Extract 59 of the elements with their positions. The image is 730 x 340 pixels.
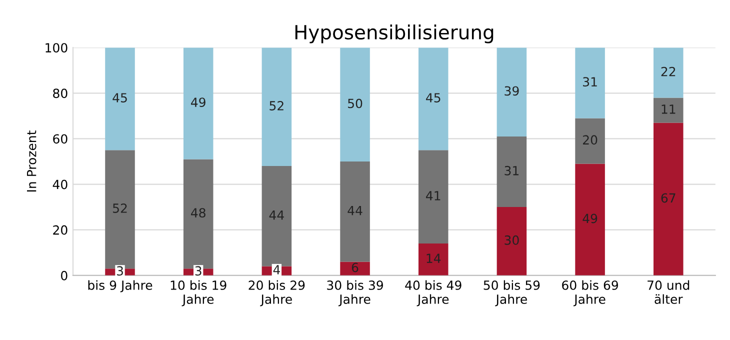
bar bbox=[496, 136, 527, 208]
data-label: 39 bbox=[504, 86, 519, 96]
bar bbox=[654, 122, 684, 276]
bar bbox=[183, 48, 214, 160]
bar bbox=[575, 48, 605, 118]
data-label: 44 bbox=[269, 210, 284, 220]
chart-title: Hyposensibilisierung bbox=[295, 24, 494, 44]
y-axis-title: In Prozent bbox=[27, 130, 36, 192]
data-label: 41 bbox=[426, 191, 440, 200]
bar bbox=[340, 162, 370, 262]
data-label: 52 bbox=[270, 101, 284, 110]
bar bbox=[418, 48, 448, 150]
bar bbox=[262, 48, 292, 166]
bar bbox=[105, 48, 135, 150]
y-tick-label: 60 bbox=[53, 134, 68, 144]
y-tick-label: 80 bbox=[53, 88, 68, 98]
data-label: 44 bbox=[348, 206, 362, 216]
bar bbox=[496, 48, 527, 136]
data-label: 14 bbox=[426, 254, 441, 263]
bar bbox=[496, 207, 527, 276]
data-label: 31 bbox=[504, 166, 519, 176]
data-label: 31 bbox=[583, 77, 597, 87]
x-tick-label: 70 und älter bbox=[648, 280, 690, 304]
x-tick-label: 20 bis 29 Jahre bbox=[248, 280, 305, 306]
bar bbox=[340, 48, 370, 162]
data-label: 6 bbox=[352, 262, 358, 272]
y-tick-label: 20 bbox=[53, 225, 68, 235]
data-label: 49 bbox=[582, 214, 598, 224]
bar bbox=[654, 98, 684, 123]
data-label: 45 bbox=[112, 93, 127, 102]
data-label: 52 bbox=[113, 204, 127, 213]
bar bbox=[340, 262, 370, 276]
bar bbox=[418, 244, 448, 276]
bar bbox=[654, 48, 684, 98]
data-label: 67 bbox=[661, 193, 676, 203]
x-tick-label: 30 bis 39 Jahre bbox=[327, 280, 383, 306]
x-tick-label: 10 bis 19 Jahre bbox=[170, 280, 226, 306]
x-tick-label: 40 bis 49 Jahre bbox=[405, 280, 462, 306]
y-tick-label: 100 bbox=[46, 43, 68, 53]
data-label: 4 bbox=[273, 265, 280, 274]
data-label: 20 bbox=[583, 135, 598, 145]
bar bbox=[418, 150, 448, 244]
y-tick-label: 40 bbox=[52, 180, 68, 190]
y-tick-label: 0 bbox=[61, 270, 68, 280]
bar bbox=[262, 166, 292, 266]
data-label: 50 bbox=[348, 98, 362, 108]
data-label: 22 bbox=[661, 66, 676, 76]
data-label: 11 bbox=[662, 104, 676, 114]
data-label: 49 bbox=[191, 98, 206, 108]
bar bbox=[575, 164, 605, 276]
bar bbox=[575, 118, 605, 164]
data-label: 30 bbox=[504, 235, 519, 245]
data-label: 48 bbox=[191, 208, 206, 218]
data-label: 3 bbox=[116, 266, 123, 276]
x-tick-label: 60 bis 69 Jahre bbox=[562, 280, 618, 306]
data-label: 45 bbox=[426, 93, 440, 102]
x-tick-label: bis 9 Jahre bbox=[88, 280, 152, 292]
x-tick-label: 50 bis 59 Jahre bbox=[484, 280, 540, 306]
data-label: 3 bbox=[195, 266, 202, 276]
